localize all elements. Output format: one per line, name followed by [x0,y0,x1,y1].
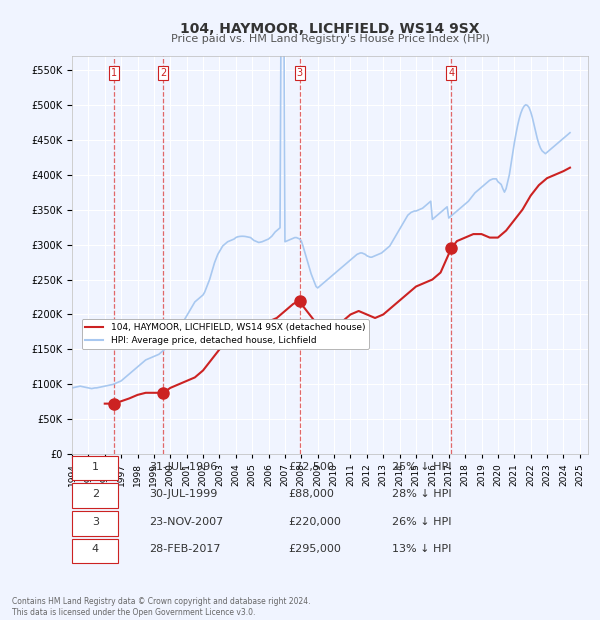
Text: 30-JUL-1999: 30-JUL-1999 [149,489,218,499]
Text: 4: 4 [92,544,99,554]
Text: £72,500: £72,500 [289,461,335,472]
Text: 104, HAYMOOR, LICHFIELD, WS14 9SX: 104, HAYMOOR, LICHFIELD, WS14 9SX [180,22,480,36]
Text: £220,000: £220,000 [289,516,341,527]
Text: 13% ↓ HPI: 13% ↓ HPI [392,544,451,554]
Text: 28% ↓ HPI: 28% ↓ HPI [392,489,452,499]
Text: 3: 3 [92,516,99,527]
Text: 28-FEB-2017: 28-FEB-2017 [149,544,221,554]
Text: 3: 3 [296,68,303,78]
Text: 2: 2 [160,68,167,78]
Text: £88,000: £88,000 [289,489,335,499]
Text: Price paid vs. HM Land Registry's House Price Index (HPI): Price paid vs. HM Land Registry's House … [170,34,490,44]
FancyBboxPatch shape [72,484,118,508]
Text: 4: 4 [448,68,454,78]
Text: 1: 1 [111,68,118,78]
Legend: 104, HAYMOOR, LICHFIELD, WS14 9SX (detached house), HPI: Average price, detached: 104, HAYMOOR, LICHFIELD, WS14 9SX (detac… [82,319,368,349]
Text: 25% ↓ HPI: 25% ↓ HPI [392,461,451,472]
FancyBboxPatch shape [72,511,118,536]
Text: 2: 2 [92,489,99,499]
FancyBboxPatch shape [72,456,118,480]
FancyBboxPatch shape [72,539,118,563]
Text: 1: 1 [92,461,99,472]
Text: £295,000: £295,000 [289,544,341,554]
Text: 26% ↓ HPI: 26% ↓ HPI [392,516,451,527]
Text: 31-JUL-1996: 31-JUL-1996 [149,461,218,472]
Text: Contains HM Land Registry data © Crown copyright and database right 2024.
This d: Contains HM Land Registry data © Crown c… [12,598,311,617]
Text: 23-NOV-2007: 23-NOV-2007 [149,516,224,527]
